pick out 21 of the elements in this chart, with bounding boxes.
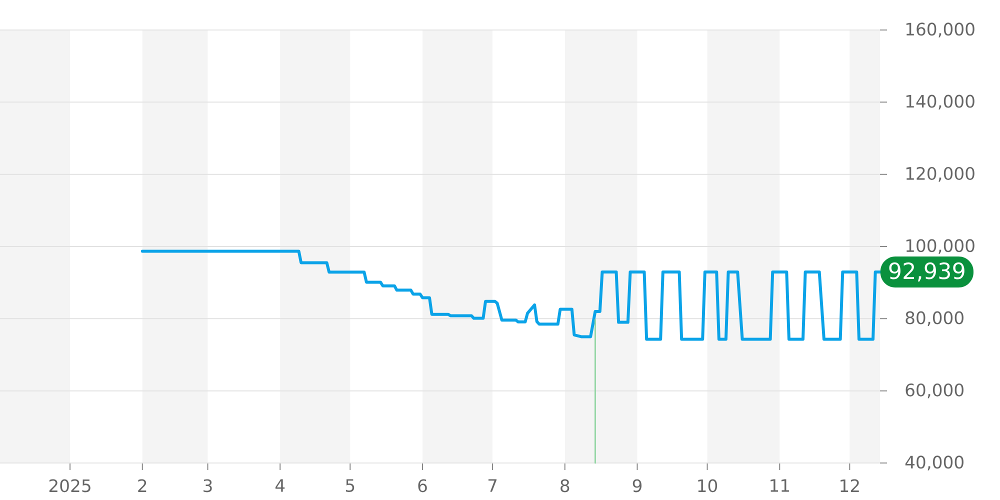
y-tick-label: 160,000 [906, 22, 974, 38]
y-tick-label: 80,000 [906, 311, 964, 326]
x-tick-label: 2 [138, 479, 146, 492]
annotation: 92,939 [889, 262, 964, 282]
x-tick-label: 9 [632, 479, 642, 492]
x-tick-label: 10 [698, 479, 718, 492]
x-tick-label: 4 [275, 479, 285, 492]
x-tick-label: 7 [488, 479, 497, 492]
y-tick-label: 60,000 [906, 383, 964, 398]
x-tick-label: 3 [204, 479, 212, 492]
y-tick-label: 100,000 [906, 239, 974, 254]
x-tick-label: 11 [770, 479, 789, 492]
x-tick-label: 12 [840, 479, 859, 492]
line-series [140, 250, 882, 341]
x-tick-label: 2025 [49, 479, 90, 492]
x-tick-label: 8 [560, 479, 570, 492]
x-tick-label: 6 [418, 479, 427, 492]
x-tick-label: 5 [346, 479, 354, 492]
y-tick-label: 40,000 [905, 456, 964, 470]
y-tick-label: 140,000 [906, 94, 974, 110]
y-tick-label: 120,000 [906, 166, 974, 182]
